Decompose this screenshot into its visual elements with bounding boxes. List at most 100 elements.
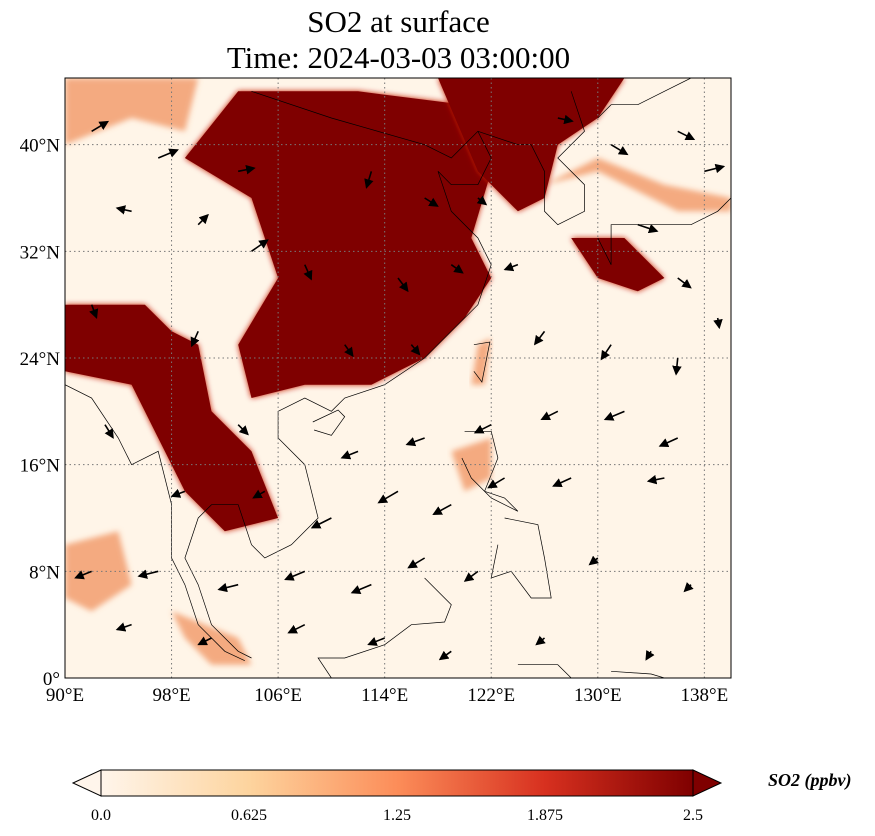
lat-tick-label: 16°N bbox=[20, 456, 61, 477]
coastline bbox=[597, 78, 692, 119]
colorbar-tick-label: 2.5 bbox=[683, 807, 703, 824]
wind-arrow bbox=[677, 277, 692, 289]
wind-arrow bbox=[487, 477, 505, 489]
lon-tick-label: 90°E bbox=[46, 685, 84, 706]
coastline bbox=[477, 91, 585, 226]
wind-arrow bbox=[344, 344, 354, 358]
wind-arrow bbox=[157, 148, 179, 159]
colorbar-tick-label: 0.625 bbox=[231, 807, 267, 824]
axis-ticks: 90°E 98°E 106°E 114°E 122°E 130°E 138°E 0° 8°N 16… bbox=[20, 136, 729, 706]
wind-arrow bbox=[252, 489, 266, 499]
map-figure: 90°E 98°E 106°E 114°E 122°E 130°E 138°E 0° 8°N 16… bbox=[20, 77, 732, 706]
island-outline bbox=[490, 517, 552, 599]
wind-arrow bbox=[450, 264, 464, 274]
wind-arrow bbox=[552, 477, 572, 488]
wind-arrow bbox=[600, 344, 612, 361]
wind-arrow bbox=[397, 277, 409, 293]
wind-arrow bbox=[683, 582, 694, 593]
colorbar-gradient bbox=[100, 769, 694, 797]
chart-subtitle-time: Time: 2024-03-03 03:00:00 bbox=[226, 40, 571, 75]
wind-arrow bbox=[170, 488, 186, 498]
island-outline bbox=[517, 664, 572, 678]
wind-arrow bbox=[367, 636, 385, 646]
colorbar-tick-label: 1.25 bbox=[383, 807, 411, 824]
wind-vectors bbox=[74, 114, 726, 661]
coastlines bbox=[65, 78, 731, 678]
lon-tick-label: 138°E bbox=[681, 685, 729, 706]
island-outline bbox=[473, 341, 491, 383]
wind-arrow bbox=[557, 114, 574, 125]
wind-arrow bbox=[645, 650, 655, 661]
coastline bbox=[65, 384, 245, 662]
wind-arrow bbox=[237, 424, 249, 436]
wind-arrow bbox=[588, 555, 600, 566]
colorbar-tick-label: 1.875 bbox=[527, 807, 563, 824]
wind-arrow bbox=[424, 197, 439, 207]
so2-moderate-region bbox=[65, 531, 132, 612]
lon-tick-label: 122°E bbox=[467, 685, 515, 706]
lon-tick-label: 98°E bbox=[152, 685, 190, 706]
coastline bbox=[184, 90, 492, 659]
wind-arrow bbox=[89, 304, 99, 319]
wind-arrow bbox=[646, 474, 665, 485]
lon-tick-label: 114°E bbox=[361, 685, 408, 706]
wind-arrow bbox=[672, 357, 682, 376]
lat-tick-label: 8°N bbox=[29, 562, 60, 583]
wind-arrow bbox=[364, 171, 374, 189]
island-outline bbox=[317, 577, 452, 678]
wind-arrow bbox=[377, 490, 399, 504]
wind-arrow bbox=[463, 570, 479, 582]
island-outline bbox=[461, 430, 519, 512]
wind-arrow bbox=[303, 264, 313, 281]
wind-arrow bbox=[310, 517, 332, 529]
wind-arrow bbox=[540, 410, 559, 421]
colorbar-label: SO2 (ppbv) bbox=[768, 770, 852, 790]
so2-high-region bbox=[571, 238, 665, 292]
wind-arrow bbox=[476, 195, 488, 206]
wind-arrow bbox=[432, 503, 452, 516]
wind-arrow bbox=[190, 331, 200, 348]
wind-arrow bbox=[115, 622, 132, 632]
coastline bbox=[597, 131, 731, 265]
wind-arrow bbox=[438, 650, 452, 661]
wind-arrow bbox=[473, 423, 492, 434]
wind-arrow bbox=[287, 623, 306, 634]
wind-arrow bbox=[197, 213, 209, 226]
wind-arrow bbox=[677, 130, 696, 141]
lat-tick-label: 40°N bbox=[20, 136, 61, 157]
colorbar-extend-low bbox=[71, 769, 102, 797]
wind-arrow bbox=[713, 317, 723, 330]
wind-arrow bbox=[410, 344, 421, 356]
so2-moderate-region bbox=[471, 338, 492, 385]
wind-arrow bbox=[217, 582, 239, 593]
gridlines bbox=[65, 78, 731, 678]
chart-title: SO2 at surface bbox=[307, 4, 490, 39]
so2-high-region bbox=[65, 304, 279, 532]
island-outline bbox=[611, 670, 665, 678]
wind-arrow bbox=[91, 120, 110, 133]
wind-arrow bbox=[535, 635, 546, 646]
wind-arrow bbox=[503, 262, 519, 272]
so2-high-region bbox=[184, 91, 492, 399]
wind-arrow bbox=[74, 570, 92, 580]
wind-arrow bbox=[637, 223, 659, 234]
wind-arrow bbox=[603, 410, 625, 421]
lon-tick-label: 130°E bbox=[574, 685, 622, 706]
lat-tick-label: 32°N bbox=[20, 242, 61, 263]
wind-arrow bbox=[658, 437, 679, 448]
wind-arrow bbox=[405, 437, 425, 447]
wind-arrow bbox=[137, 569, 159, 579]
wind-arrow bbox=[104, 424, 114, 439]
wind-arrow bbox=[251, 239, 269, 252]
colorbar: 0.0 0.625 1.25 1.875 2.5 SO2 (ppbv) bbox=[0, 760, 875, 836]
colorbar-tick-label: 0.0 bbox=[91, 807, 111, 824]
wind-arrow bbox=[115, 205, 132, 215]
wind-arrow bbox=[340, 450, 359, 460]
wind-arrow bbox=[704, 163, 726, 174]
island-outline bbox=[312, 409, 346, 436]
wind-arrow bbox=[610, 143, 629, 156]
wind-arrow bbox=[350, 583, 372, 595]
wind-arrow bbox=[197, 636, 212, 646]
map-frame bbox=[64, 77, 732, 679]
so2-moderate-region bbox=[544, 158, 731, 212]
